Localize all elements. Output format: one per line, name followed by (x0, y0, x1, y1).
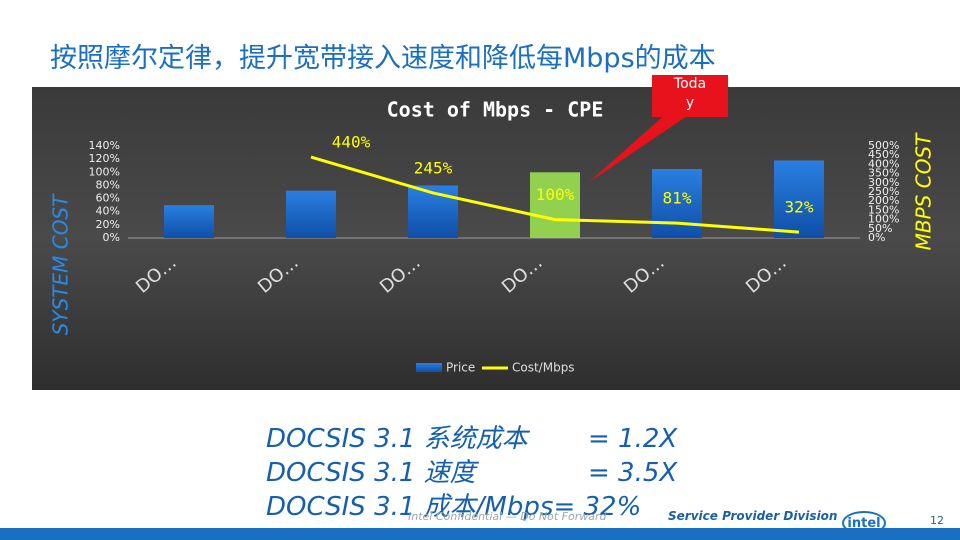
y-tick-label: 20% (96, 218, 120, 231)
y2-tick-label: 150% (868, 203, 899, 216)
bar (652, 169, 702, 238)
data-label: 245% (414, 158, 453, 177)
bar (530, 172, 580, 238)
y2-tick-label: 450% (868, 148, 899, 161)
y-tick-label: 60% (96, 192, 120, 205)
y2-tick-label: 500% (868, 139, 899, 152)
page-number: 12 (930, 514, 944, 527)
summary-row: DOCSIS 3.1 速度 = 3.5X (266, 452, 677, 489)
chart-title: Cost of Mbps - CPE (387, 98, 604, 122)
summary-label: DOCSIS 3.1 速度 (266, 458, 476, 488)
line (310, 155, 800, 234)
data-label: 81% (663, 189, 692, 208)
y-tick-label: 0% (103, 231, 120, 244)
legend-swatch (416, 363, 442, 372)
y-tick-label: 40% (96, 205, 120, 218)
summary-value: = 1.2X (588, 424, 678, 454)
y2-tick-label: 400% (868, 157, 899, 170)
legend-label: Cost/Mbps (512, 361, 575, 375)
summary-row: DOCSIS 3.1 成本/Mbps= 32% (266, 486, 641, 523)
callout-arrow (588, 112, 690, 183)
legend-label: Price (446, 361, 475, 375)
y2-axis-title: MBPS COST (912, 132, 936, 250)
summary-label: DOCSIS 3.1 系统成本 (266, 424, 528, 454)
heading: 按照摩尔定律，提升宽带接入速度和降低每Mbps的成本 (50, 43, 716, 74)
data-label: 32% (785, 198, 814, 217)
y-tick-label: 140% (89, 139, 120, 152)
data-label: 440% (332, 133, 371, 152)
confidential: Intel Confidential — Do Not Forward (408, 510, 607, 523)
logo: intel (842, 511, 886, 535)
y2-tick-label: 0% (868, 231, 885, 244)
y2-tick-label: 250% (868, 185, 899, 198)
y-tick-label: 100% (89, 165, 120, 178)
bar (286, 190, 336, 238)
y-tick-label: 120% (89, 152, 120, 165)
bar (164, 205, 214, 238)
summary-value: = 32% (553, 492, 642, 522)
y2-tick-label: 300% (868, 176, 899, 189)
callout: Today (652, 75, 728, 117)
data-label: 100% (536, 185, 575, 204)
y2-tick-label: 100% (868, 213, 899, 226)
y-axis-title: SYSTEM COST (49, 193, 73, 335)
division: Service Provider Division (668, 509, 838, 523)
summary-label: DOCSIS 3.1 成本/Mbps (266, 492, 554, 522)
summary-value: = 3.5X (588, 458, 678, 488)
y-tick-label: 80% (96, 178, 120, 191)
summary-row: DOCSIS 3.1 系统成本 = 1.2X (266, 418, 677, 455)
y2-tick-label: 200% (868, 194, 899, 207)
y2-tick-label: 350% (868, 167, 899, 180)
y2-tick-label: 50% (868, 222, 892, 235)
footer-bar (0, 528, 960, 540)
bar (774, 160, 824, 238)
